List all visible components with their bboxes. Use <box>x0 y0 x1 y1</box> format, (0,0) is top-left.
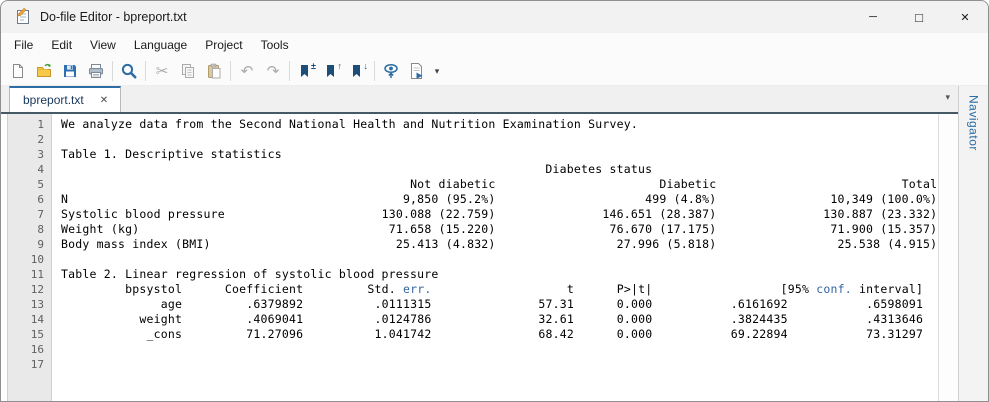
paste-icon <box>208 63 221 79</box>
line-number: 3 <box>37 148 44 161</box>
code-line-13: age .6379892 .0111315 57.31 0.000 .61616… <box>160 297 924 311</box>
cut-icon: ✂ <box>155 62 169 80</box>
line-number: 8 <box>37 223 44 236</box>
line-number: 13 <box>30 298 44 311</box>
line-number: 12 <box>30 283 44 296</box>
editor: 1 2 3 4 5 6 7 8 9 10 11 12 13 14 15 16 17 We analyze dat… <box>1 114 958 401</box>
code-line-2 <box>61 132 938 147</box>
tab-bar: bpreport.txt ✕ ▾ <box>1 86 958 114</box>
tab-bpreport[interactable]: bpreport.txt ✕ <box>9 86 121 112</box>
next-bookmark-button[interactable]: ↓ <box>345 59 371 84</box>
new-do-file-button[interactable] <box>5 59 31 84</box>
toolbar-separator <box>145 61 146 81</box>
code-line-6: N 9,850 (95.2%) 499 (4.8%) 10,349 (100.0… <box>61 192 938 206</box>
toolbar-separator <box>289 61 290 81</box>
line-number: 14 <box>30 313 44 326</box>
code-line-11: Table 2. Linear regression of systolic b… <box>61 267 439 281</box>
navigator-panel-tab[interactable]: Navigator <box>958 86 988 401</box>
paste-button[interactable] <box>201 59 227 84</box>
code-line-16 <box>61 342 938 357</box>
code-line-5: Not diabetic Diabetic Total <box>410 177 938 191</box>
tab-label: bpreport.txt <box>23 93 84 107</box>
code-area[interactable]: We analyze data from the Second National… <box>52 114 938 401</box>
line-number: 2 <box>37 133 44 146</box>
window-controls: ─ □ ✕ <box>850 1 988 33</box>
navigator-label: Navigator <box>966 95 981 151</box>
save-button[interactable] <box>57 59 83 84</box>
line-number: 16 <box>30 343 44 356</box>
execute-do-button[interactable] <box>404 59 430 84</box>
code-line-7: Systolic blood pressure 130.088 (22.759)… <box>61 207 938 221</box>
line-number: 4 <box>37 163 44 176</box>
code-line-8: Weight (kg) 71.658 (15.220) 76.670 (17.1… <box>61 222 938 236</box>
window-title: Do-file Editor - bpreport.txt <box>40 10 187 24</box>
redo-button[interactable]: ↷ <box>260 59 286 84</box>
code-line-9: Body mass index (BMI) 25.413 (4.832) 27.… <box>61 237 938 251</box>
copy-button[interactable] <box>175 59 201 84</box>
line-number: 5 <box>37 178 44 191</box>
bookmark-toggle-icon: ± <box>297 61 316 80</box>
close-button[interactable]: ✕ <box>960 11 970 24</box>
line-number: 17 <box>30 358 44 371</box>
editor-margin <box>1 114 8 401</box>
undo-icon: ↶ <box>240 62 254 80</box>
execute-do-icon <box>411 63 423 79</box>
new-file-icon <box>13 64 23 78</box>
menu-tools[interactable]: Tools <box>260 38 289 52</box>
title-bar: Do-file Editor - bpreport.txt ─ □ ✕ <box>1 1 988 33</box>
open-button[interactable] <box>31 59 57 84</box>
line-number: 6 <box>37 193 44 206</box>
menu-file[interactable]: File <box>14 38 34 52</box>
bookmark-up-icon: ↑ <box>323 61 342 80</box>
toolbar-separator <box>112 61 113 81</box>
previous-bookmark-button[interactable]: ↑ <box>319 59 345 84</box>
print-icon <box>89 64 103 78</box>
redo-icon: ↷ <box>266 62 280 80</box>
bookmark-down-icon: ↓ <box>349 61 368 80</box>
code-line-3: Table 1. Descriptive statistics <box>61 147 282 161</box>
open-folder-icon <box>37 63 51 77</box>
line-number: 9 <box>37 238 44 251</box>
toggle-bookmark-button[interactable]: ± <box>293 59 319 84</box>
tab-list-dropdown-icon[interactable]: ▾ <box>945 92 950 102</box>
line-number-gutter: 1 2 3 4 5 6 7 8 9 10 11 12 13 14 15 16 17 <box>8 114 52 401</box>
minimize-button[interactable]: ─ <box>869 11 877 23</box>
search-icon <box>121 63 137 79</box>
menu-language[interactable]: Language <box>133 38 188 52</box>
find-button[interactable] <box>116 59 142 84</box>
print-button[interactable] <box>83 59 109 84</box>
code-line-10 <box>61 252 938 267</box>
menu-edit[interactable]: Edit <box>51 38 73 52</box>
vertical-scrollbar[interactable] <box>938 114 958 401</box>
execute-do-dropdown[interactable]: ▾ <box>434 65 440 76</box>
cut-button[interactable]: ✂ <box>149 59 175 84</box>
menu-bar: File Edit View Language Project Tools <box>1 33 988 57</box>
menu-view[interactable]: View <box>90 38 116 52</box>
save-icon <box>64 65 76 77</box>
toolbar-separator <box>374 61 375 81</box>
main-area: bpreport.txt ✕ ▾ 1 2 3 4 5 6 7 8 9 10 11 12 13 14 15 16… <box>1 86 988 401</box>
tab-close-icon[interactable]: ✕ <box>99 94 109 106</box>
undo-button[interactable]: ↶ <box>234 59 260 84</box>
code-line-4: Diabetes status <box>545 162 653 176</box>
copy-icon <box>182 64 194 78</box>
line-number: 7 <box>37 208 44 221</box>
preview-button[interactable] <box>378 59 404 84</box>
code-line-14: weight .4069041 .0124786 32.61 0.000 .38… <box>139 312 924 326</box>
line-number: 11 <box>30 268 44 281</box>
toolbar-separator <box>230 61 231 81</box>
toolbar: ✂ ↶ ↷ <box>1 57 988 86</box>
do-file-editor-icon <box>17 8 29 24</box>
code-line-17 <box>61 357 938 372</box>
line-number: 15 <box>30 328 44 341</box>
code-line-12: bpsystol Coefficient Std. err. t P>|t| [… <box>125 282 924 296</box>
code-line-15: _cons 71.27096 1.041742 68.42 0.000 69.2… <box>146 327 924 341</box>
line-number: 10 <box>30 253 44 266</box>
code-line-1: We analyze data from the Second National… <box>61 117 639 131</box>
maximize-button[interactable]: □ <box>915 9 923 25</box>
line-number: 1 <box>37 118 44 131</box>
preview-eye-icon <box>384 63 398 78</box>
menu-project[interactable]: Project <box>205 38 243 52</box>
